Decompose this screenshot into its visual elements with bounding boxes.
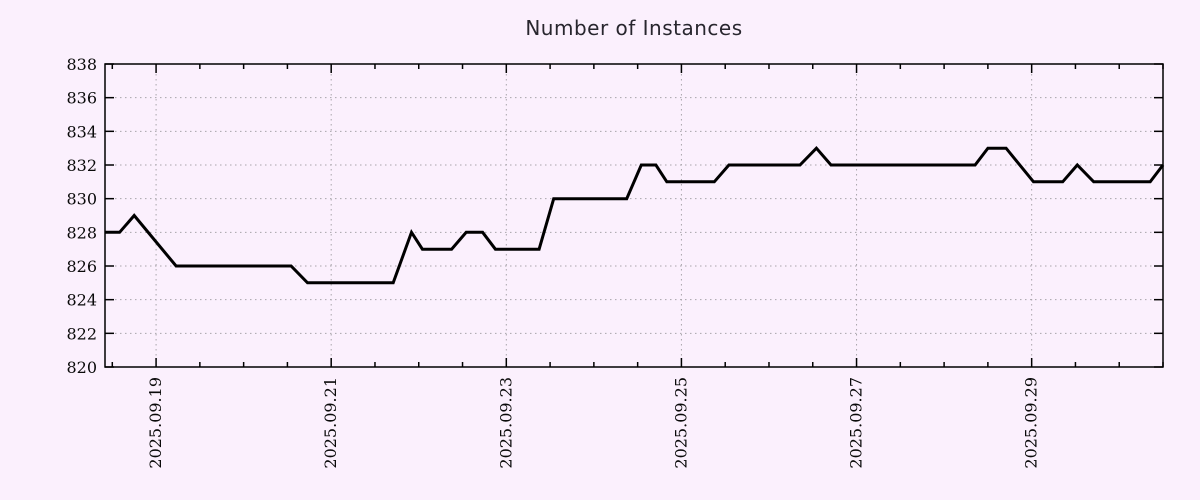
y-tick-label: 826 xyxy=(66,257,97,276)
x-tick-label: 2025.09.23 xyxy=(496,377,515,469)
y-tick-label: 834 xyxy=(66,122,97,141)
y-tick-label: 824 xyxy=(66,291,97,310)
chart-title: Number of Instances xyxy=(525,16,743,40)
y-tick-label: 830 xyxy=(66,190,97,209)
x-axis-labels: 2025.09.19 2025.09.21 2025.09.23 2025.09.25… xyxy=(146,377,1041,469)
y-tick-label: 832 xyxy=(66,156,97,175)
x-tick-label: 2025.09.25 xyxy=(671,377,690,469)
y-axis-labels: 820 822 824 826 828 830 832 834 836 838 xyxy=(66,55,97,377)
plot-border xyxy=(104,63,1164,368)
series-line-instances xyxy=(105,145,1165,285)
y-tick-label: 820 xyxy=(66,358,97,377)
x-tick-label: 2025.09.21 xyxy=(321,377,340,469)
x-tick-label: 2025.09.29 xyxy=(1022,377,1041,469)
y-tick-label: 822 xyxy=(66,324,97,343)
y-tick-label: 838 xyxy=(66,55,97,74)
x-tick-label: 2025.09.19 xyxy=(146,377,165,469)
grid-lines xyxy=(105,64,1163,367)
axis-ticks xyxy=(105,63,1164,368)
y-tick-label: 828 xyxy=(66,223,97,242)
y-tick-label: 836 xyxy=(66,89,97,108)
x-tick-label: 2025.09.27 xyxy=(847,377,866,469)
